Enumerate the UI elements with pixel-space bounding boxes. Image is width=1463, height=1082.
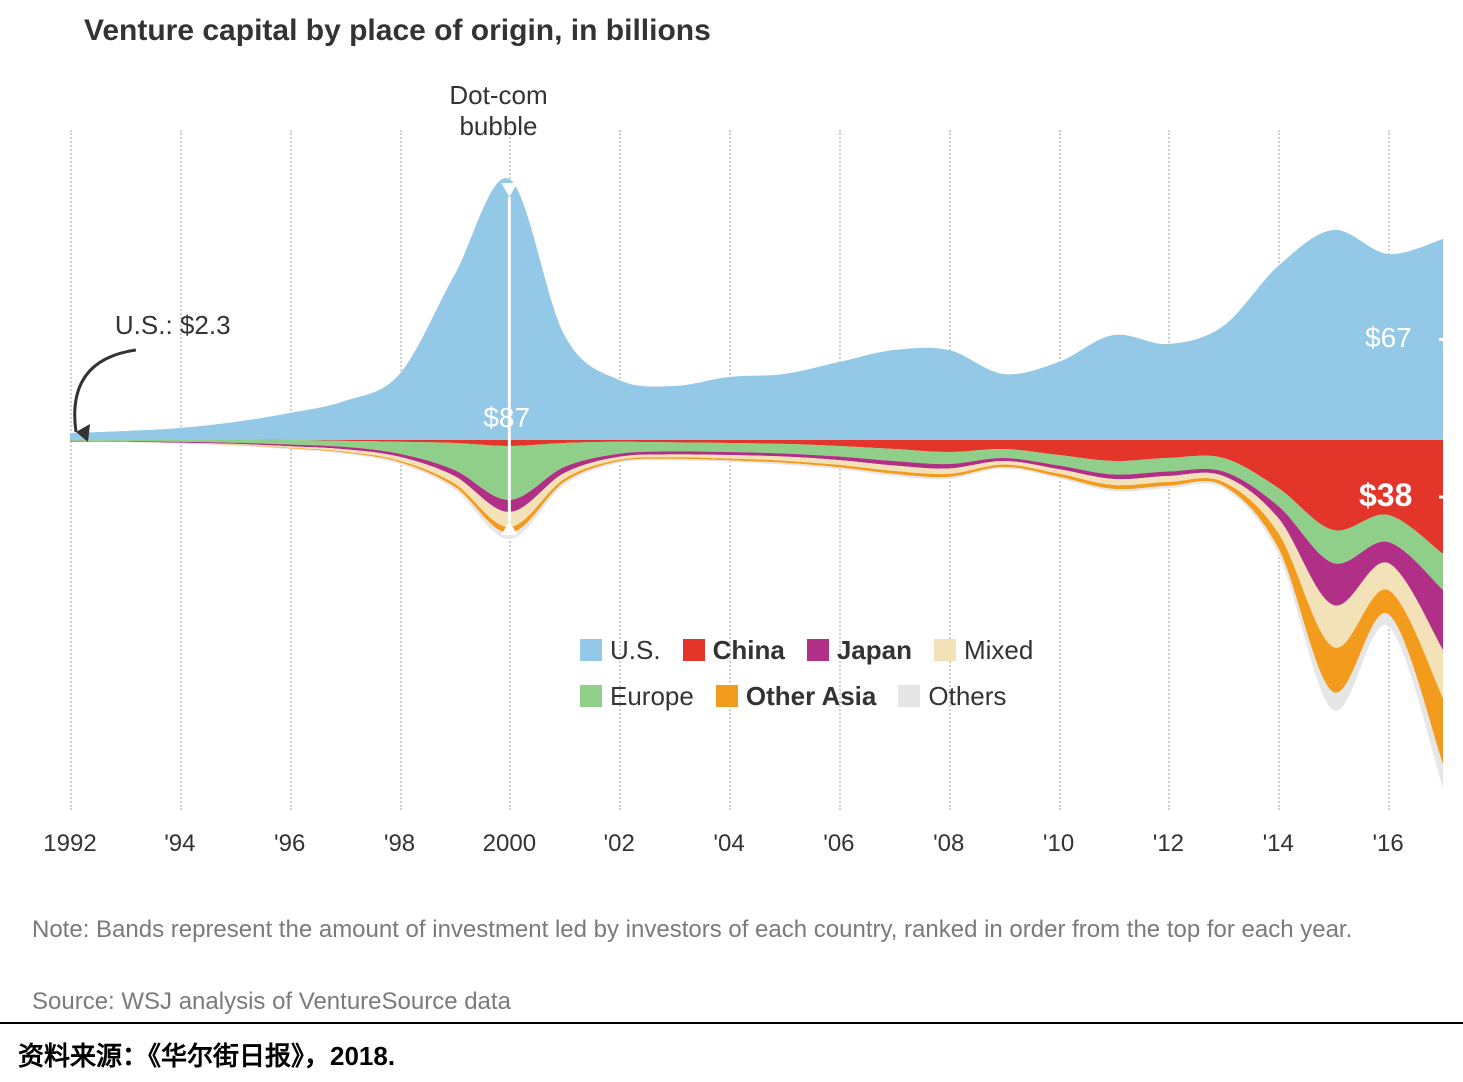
legend-item-otherasia: Other Asia [716,676,877,716]
vc-streamgraph: 1992'94'96'982000'02'04'06'08'10'12'14'1… [20,70,1443,870]
legend-swatch [934,639,956,661]
legend-label: Others [928,676,1006,716]
peak-value-label: $87 [483,402,530,434]
start-value-label: U.S.: $2.3 [115,310,231,341]
legend-swatch [580,639,602,661]
legend-label: China [713,630,785,670]
legend: U.S. China Japan Mixed Europe Other Asia Other… [580,630,1033,722]
legend-swatch [807,639,829,661]
chart-source: Source: WSJ analysis of VentureSource da… [32,984,1412,1020]
legend-swatch [580,685,602,707]
divider-rule [0,1022,1463,1024]
us-end-value: $67 [1365,322,1412,354]
legend-swatch [683,639,705,661]
legend-label: Japan [837,630,912,670]
start-arrow [75,350,136,432]
chart-note: Note: Bands represent the amount of inve… [32,912,1412,948]
legend-label: U.S. [610,630,661,670]
legend-item-china: China [683,630,785,670]
stream-svg [20,70,1443,870]
china-end-value: $38 [1359,477,1412,514]
legend-item-mixed: Mixed [934,630,1033,670]
legend-swatch [898,685,920,707]
dotcom-label: Dot-com bubble [449,80,547,142]
chart-title: Venture capital by place of origin, in b… [84,14,711,48]
legend-item-us: U.S. [580,630,661,670]
stream-band-us [70,178,1443,440]
legend-swatch [716,685,738,707]
legend-item-others: Others [898,676,1006,716]
legend-label: Other Asia [746,676,877,716]
legend-label: Mixed [964,630,1033,670]
legend-item-japan: Japan [807,630,912,670]
page-root: Venture capital by place of origin, in b… [0,0,1463,1082]
legend-item-europe: Europe [580,676,694,716]
legend-label: Europe [610,676,694,716]
image-caption: 资料来源：《华尔街日报》，2018. [18,1036,395,1073]
